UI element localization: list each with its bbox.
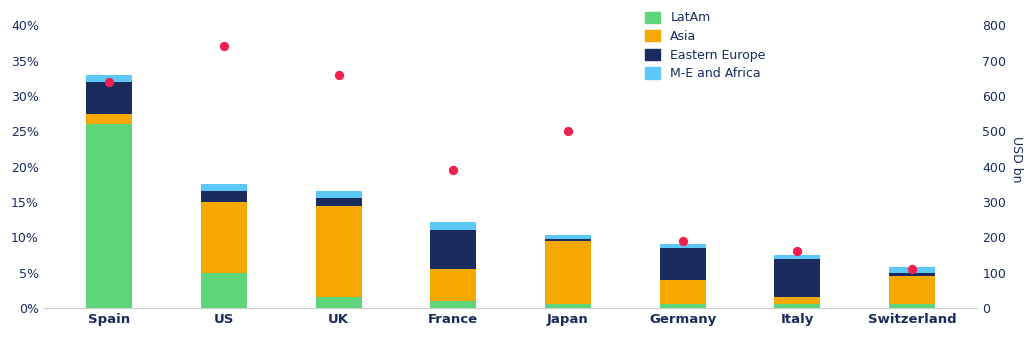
Bar [545, 305, 590, 308]
Bar [86, 124, 132, 308]
Point [216, 44, 233, 49]
Bar [430, 222, 477, 230]
Bar [315, 191, 362, 198]
Point [674, 238, 691, 244]
Bar [660, 305, 705, 308]
Bar [774, 298, 820, 305]
Point [789, 249, 805, 254]
Bar [201, 184, 247, 191]
Point [330, 72, 346, 78]
Bar [86, 114, 132, 124]
Point [904, 267, 920, 272]
Bar [315, 198, 362, 206]
Bar [201, 202, 247, 273]
Bar [889, 305, 935, 308]
Point [559, 129, 576, 134]
Bar [660, 244, 705, 248]
Bar [774, 305, 820, 308]
Bar [201, 273, 247, 308]
Bar [660, 248, 705, 280]
Bar [315, 206, 362, 298]
Bar [86, 75, 132, 82]
Bar [86, 82, 132, 114]
Point [101, 79, 118, 85]
Bar [201, 191, 247, 202]
Bar [545, 241, 590, 305]
Bar [315, 298, 362, 308]
Bar [545, 239, 590, 241]
Point [445, 167, 461, 173]
Bar [545, 235, 590, 239]
Bar [889, 276, 935, 305]
Bar [430, 230, 477, 269]
Y-axis label: USD bn: USD bn [1010, 136, 1023, 183]
Bar [889, 267, 935, 273]
Bar [774, 258, 820, 298]
Bar [774, 255, 820, 258]
Bar [660, 280, 705, 305]
Legend: LatAm, Asia, Eastern Europe, M-E and Africa: LatAm, Asia, Eastern Europe, M-E and Afr… [645, 11, 766, 80]
Bar [889, 273, 935, 276]
Bar [430, 269, 477, 301]
Bar [430, 301, 477, 308]
